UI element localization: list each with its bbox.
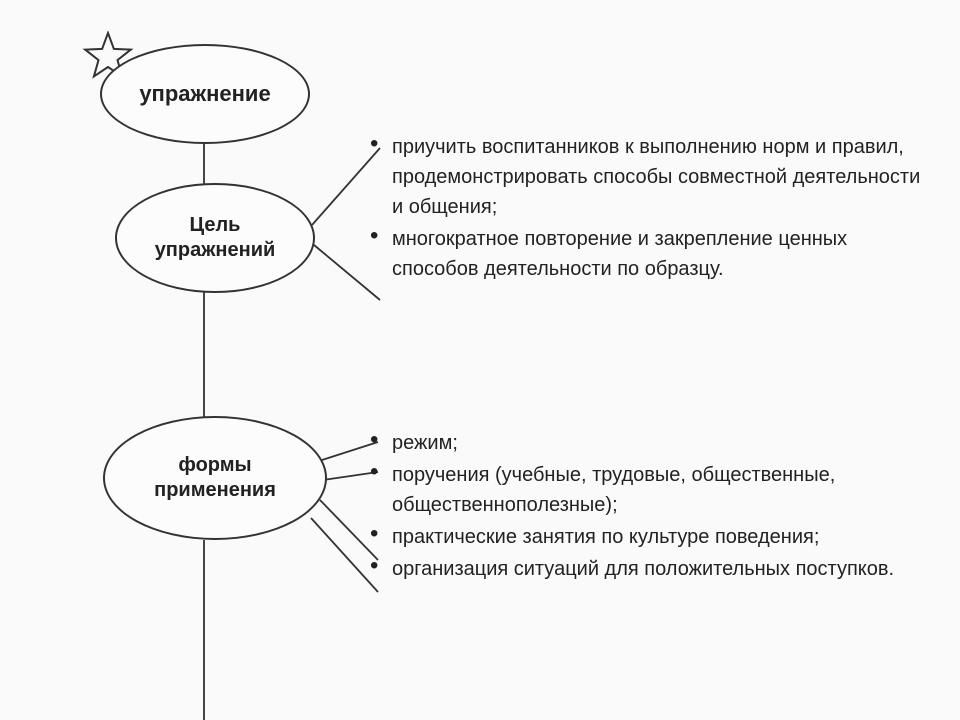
bullet-item: режим;	[370, 428, 940, 458]
bullet-item: поручения (учебные, трудовые, общественн…	[370, 460, 940, 520]
bullet-ul: приучить воспитанников к выполнению норм…	[370, 132, 930, 284]
bullet-item: практические занятия по культуре поведен…	[370, 522, 940, 552]
bullet-ul: режим;поручения (учебные, трудовые, обще…	[370, 428, 940, 584]
node-label-line: применения	[154, 479, 276, 501]
bullet-list-goal: приучить воспитанников к выполнению норм…	[370, 132, 930, 286]
bullet-item: многократное повторение и закрепление це…	[370, 224, 930, 284]
bullet-item: организация ситуаций для положительных п…	[370, 554, 940, 584]
node-goal: Цель упражнений	[115, 183, 315, 293]
node-label-line: Цель	[190, 214, 241, 236]
node-label: упражнение	[131, 80, 278, 108]
node-label: Цель упражнений	[147, 213, 284, 263]
diagram-canvas: упражнение Цель упражнений формы примене…	[0, 0, 960, 720]
bullet-item: приучить воспитанников к выполнению норм…	[370, 132, 930, 222]
bullet-list-forms: режим;поручения (учебные, трудовые, обще…	[370, 428, 940, 586]
node-forms: формы применения	[103, 416, 327, 540]
node-label-line: формы	[178, 454, 251, 476]
node-label: формы применения	[146, 453, 284, 503]
node-exercise: упражнение	[100, 44, 310, 144]
node-label-line: упражнений	[155, 239, 276, 261]
